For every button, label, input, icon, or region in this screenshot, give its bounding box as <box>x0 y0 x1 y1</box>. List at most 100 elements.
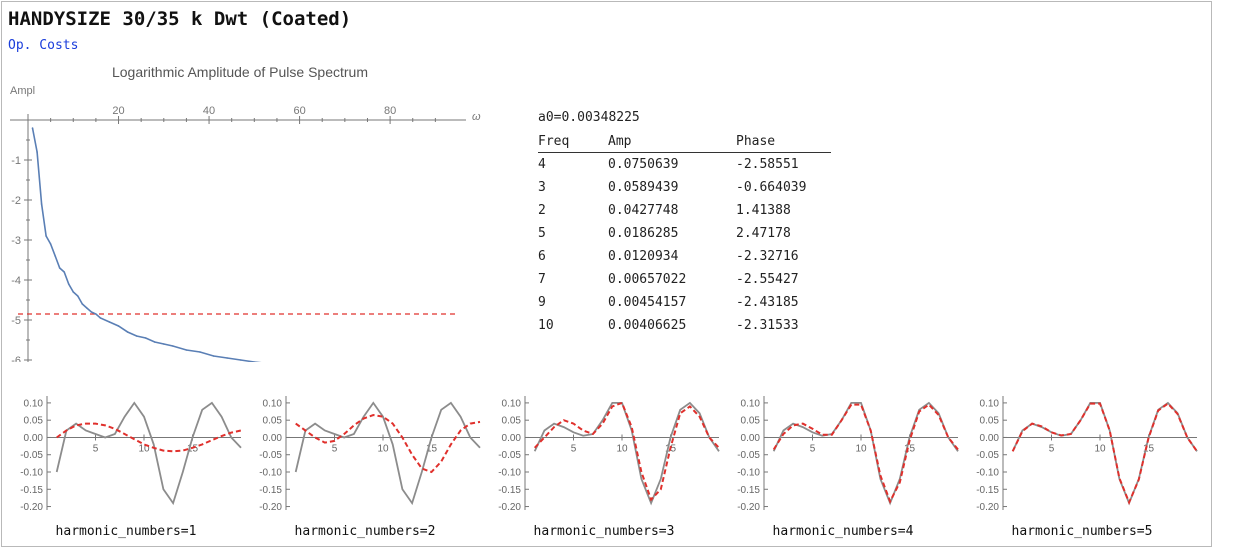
cell-freq: 5 <box>538 226 546 241</box>
y-tick-label: -0.10 <box>976 468 999 479</box>
spectrum-point <box>144 337 147 339</box>
y-tick-label: 0.00 <box>741 433 761 444</box>
a0-value: a0=0.00348225 <box>538 110 640 125</box>
page-subtitle: Op. Costs <box>8 38 79 53</box>
y-tick-label: 0.05 <box>263 416 283 427</box>
y-tick-label: 0.10 <box>24 398 44 409</box>
y-tick-label: -0.10 <box>498 468 521 479</box>
y-tick-label: 0.00 <box>502 433 522 444</box>
page-title: HANDYSIZE 30/35 k Dwt (Coated) <box>8 8 352 30</box>
x-tick-label: 15 <box>187 443 199 454</box>
spectrum-point <box>72 291 75 293</box>
spectrum-point <box>58 267 61 269</box>
y-tick-label: -0.15 <box>259 485 282 496</box>
spectrum-point <box>90 311 93 313</box>
spectrum-point <box>108 321 111 323</box>
harmonic-plot-5: 0.10 0.05 0.00 -0.05 -0.10 -0.15 -0.20 5 10 15 <box>976 396 1198 513</box>
x-tick-label: 20 <box>112 105 124 117</box>
spectrum-point <box>81 303 84 305</box>
x-tick-label: 40 <box>203 105 215 117</box>
cell-amp: 0.0750639 <box>608 157 679 172</box>
cell-freq: 4 <box>538 157 546 172</box>
y-tick-label: -0.05 <box>20 450 43 461</box>
spectrum-point <box>117 325 120 327</box>
spectrum-point <box>49 243 52 245</box>
y-tick-label: -0.15 <box>498 485 521 496</box>
y-axis-label: Ampl <box>10 85 35 97</box>
table-row: 4 0.0750639 -2.58551 <box>538 153 831 177</box>
original-signal-line <box>55 401 242 506</box>
y-tick-label: -4 <box>11 275 21 287</box>
spectrum-point <box>63 271 66 273</box>
col-header-freq: Freq <box>538 133 570 149</box>
spectrum-point <box>185 349 188 351</box>
table-row: 2 0.0427748 1.41388 <box>538 199 831 222</box>
spectrum-point <box>126 331 129 333</box>
y-tick-label: -1 <box>11 155 21 167</box>
cell-phase: -0.664039 <box>736 180 807 195</box>
y-tick-label: 0.00 <box>24 433 44 444</box>
spectrum-point <box>172 345 174 347</box>
y-tick-label: -0.20 <box>20 502 43 513</box>
harmonic-fit-line <box>56 422 242 453</box>
table-row: 5 0.0186285 2.47178 <box>538 222 831 245</box>
spectrum-line <box>31 127 262 362</box>
y-tick-label: -0.15 <box>976 485 999 496</box>
harmonic-label-2: harmonic_numbers=2 <box>294 524 436 539</box>
harmonics-table: a0=0.00348225 Freq Amp Phase 4 0.0750639 -… <box>538 110 831 337</box>
cell-freq: 9 <box>538 295 546 310</box>
cell-phase: -2.58551 <box>736 157 799 172</box>
table-row: 3 0.0589439 -0.664039 <box>538 176 831 199</box>
chart-title: Logarithmic Amplitude of Pulse Spectrum <box>112 64 368 80</box>
x-tick-label: 5 <box>332 443 338 454</box>
y-tick-label: -0.15 <box>20 485 43 496</box>
y-tick-label: -0.05 <box>498 450 521 461</box>
y-tick-label: 0.10 <box>502 398 522 409</box>
cell-phase: -2.55427 <box>736 272 799 287</box>
x-axis-label: ω <box>472 111 481 123</box>
y-tick-label: 0.05 <box>502 416 522 427</box>
cell-amp: 0.0186285 <box>608 226 679 241</box>
spectrum-point <box>76 295 79 297</box>
x-tick-label: 5 <box>93 443 99 454</box>
y-tick-label: -0.05 <box>737 450 760 461</box>
y-tick-label: -0.10 <box>259 468 282 479</box>
harmonic-plot-2: 0.10 0.05 0.00 -0.05 -0.10 -0.15 -0.20 5 10 15 <box>259 396 481 513</box>
cell-amp: 0.00406625 <box>608 318 687 333</box>
table-row: 9 0.00454157 -2.43185 <box>538 291 831 314</box>
spectrum-point <box>54 255 56 257</box>
x-tick-label: 15 <box>1143 443 1155 454</box>
harmonic-label-1: harmonic_numbers=1 <box>55 524 197 539</box>
x-tick-label: 10 <box>1094 443 1106 454</box>
harmonic-plot-4: 0.10 0.05 0.00 -0.05 -0.10 -0.15 -0.20 5 10 15 <box>737 396 959 513</box>
y-tick-label: -0.20 <box>498 502 521 513</box>
spectrum-point <box>99 317 102 319</box>
spectrum-point <box>86 307 88 309</box>
x-tick-label: 5 <box>810 443 816 454</box>
spectrum-point <box>212 355 215 357</box>
harmonic-plot-3: 0.100.050.00-0.05-0.10-0.15-0.205 10 15 <box>498 396 720 513</box>
harmonic-plot-1: 0.10 0.05 0.00 -0.05 -0.10 -0.15 -0.20 5 10 15 <box>20 396 242 513</box>
spectrum-point <box>36 151 38 153</box>
cell-phase: 1.41388 <box>736 203 791 218</box>
y-tick-label: -3 <box>11 235 21 247</box>
harmonic-fit-line <box>295 413 481 474</box>
spectrum-point <box>162 343 165 345</box>
y-tick-label: -0.10 <box>737 468 760 479</box>
x-tick-label: 10 <box>377 443 389 454</box>
y-tick-label: 0.10 <box>263 398 283 409</box>
spectrum-point <box>45 235 47 237</box>
cell-phase: -2.32716 <box>736 249 799 264</box>
spectrum-point <box>153 341 156 343</box>
spectrum-point <box>95 313 97 315</box>
cell-amp: 0.0589439 <box>608 180 679 195</box>
original-signal-line <box>294 401 481 506</box>
cell-phase: -2.31533 <box>736 318 799 333</box>
spectrum-point <box>226 357 228 359</box>
spectrum-point <box>135 335 138 337</box>
spectrum-point <box>239 359 242 361</box>
cell-freq: 2 <box>538 203 546 218</box>
y-tick-label: 0.05 <box>980 416 1000 427</box>
spectrum-point <box>199 351 201 353</box>
cell-freq: 3 <box>538 180 546 195</box>
